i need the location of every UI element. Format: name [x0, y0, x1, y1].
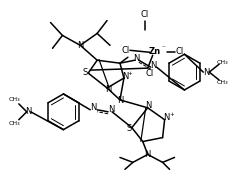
Text: CH₃: CH₃	[215, 79, 227, 84]
Text: Cl: Cl	[140, 10, 148, 19]
Text: N: N	[202, 68, 209, 77]
Text: N: N	[77, 41, 83, 50]
Text: CH₃: CH₃	[9, 97, 21, 102]
Text: +: +	[168, 112, 173, 117]
Text: N: N	[150, 61, 156, 70]
Text: N: N	[144, 150, 150, 159]
Text: N: N	[116, 96, 123, 105]
Text: N: N	[90, 103, 96, 112]
Text: N: N	[107, 105, 114, 114]
Text: CH₃: CH₃	[215, 60, 227, 65]
Text: N: N	[104, 85, 111, 94]
Text: Cl: Cl	[145, 69, 153, 78]
Text: +: +	[127, 71, 132, 76]
Text: S: S	[82, 68, 88, 77]
Text: S: S	[126, 124, 131, 133]
Text: N: N	[25, 107, 32, 116]
Text: Zn: Zn	[148, 47, 160, 56]
Text: Cl: Cl	[121, 46, 130, 55]
Text: N: N	[132, 54, 138, 63]
Text: Cl: Cl	[175, 47, 183, 56]
Text: N: N	[145, 101, 151, 110]
Text: ⁻: ⁻	[161, 45, 165, 51]
Text: N: N	[121, 72, 128, 80]
Text: N: N	[163, 113, 169, 122]
Text: CH₃: CH₃	[9, 121, 21, 126]
